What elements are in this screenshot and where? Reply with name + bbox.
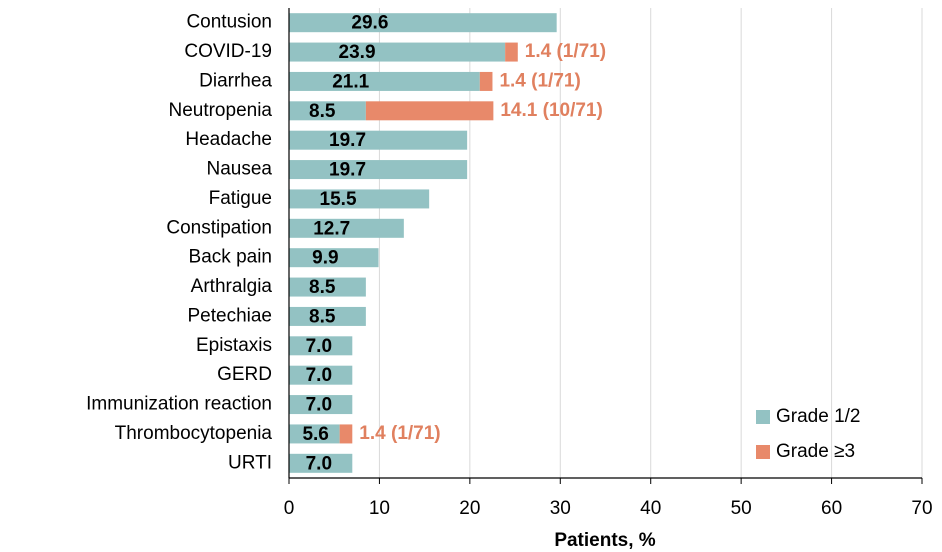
bar: [289, 218, 404, 238]
y-tick-label: Fatigue: [209, 188, 272, 209]
bar: [365, 101, 494, 121]
bar: [289, 13, 557, 33]
value-label: 12.7: [313, 218, 350, 239]
value-label: 15.5: [320, 189, 357, 210]
bar: [289, 130, 468, 150]
y-tick-label: Headache: [185, 129, 272, 150]
legend-label: Grade ≥3: [776, 441, 855, 462]
value-label: 19.7: [329, 160, 366, 181]
y-tick-label: GERD: [217, 364, 272, 385]
y-tick-label: Petechiae: [187, 305, 272, 326]
bar: [289, 395, 353, 415]
y-tick-label: Contusion: [186, 12, 272, 33]
value-label: 9.9: [312, 248, 338, 269]
x-tick-label: 0: [284, 498, 295, 519]
value-label: 8.5: [309, 101, 336, 122]
bar: [289, 248, 379, 268]
y-tick-label: Arthralgia: [191, 276, 273, 297]
bar: [289, 101, 366, 121]
value-label: 7.0: [306, 365, 332, 386]
x-tick-label: 60: [821, 498, 842, 519]
value-label: 14.1 (10/71): [500, 100, 602, 121]
y-tick-label: Back pain: [189, 247, 272, 268]
bar: [289, 453, 353, 473]
x-tick-label: 40: [640, 498, 661, 519]
value-label: 23.9: [339, 42, 376, 63]
y-tick-label: Neutropenia: [168, 100, 272, 121]
y-tick-label: COVID-19: [184, 41, 272, 62]
value-label: 1.4 (1/71): [499, 70, 580, 91]
value-label: 5.6: [302, 424, 328, 445]
x-tick-label: 70: [911, 498, 932, 519]
x-tick-label: 10: [369, 498, 390, 519]
value-label: 1.4 (1/71): [359, 423, 440, 444]
value-label: 8.5: [309, 306, 336, 327]
bar: [289, 42, 506, 62]
bar: [289, 336, 353, 356]
value-label: 21.1: [332, 71, 369, 92]
value-label: 8.5: [309, 277, 336, 298]
y-tick-label: Diarrhea: [199, 70, 272, 91]
bar: [289, 306, 366, 326]
y-tick-label: Constipation: [166, 217, 272, 238]
bar: [289, 424, 340, 444]
value-label: 7.0: [306, 453, 332, 474]
bar: [505, 42, 518, 62]
bar: [289, 277, 366, 297]
value-label: 7.0: [306, 336, 332, 357]
y-tick-label: Thrombocytopenia: [115, 423, 273, 444]
bar: [289, 189, 430, 209]
legend-label: Grade 1/2: [776, 406, 861, 427]
bar: [339, 424, 353, 444]
y-tick-label: Immunization reaction: [86, 394, 272, 415]
x-tick-label: 50: [731, 498, 752, 519]
bar: [289, 365, 353, 385]
bar: [289, 71, 480, 91]
y-tick-label: URTI: [228, 452, 272, 473]
x-tick-label: 30: [550, 498, 571, 519]
value-label: 7.0: [306, 395, 332, 416]
y-tick-label: Nausea: [207, 159, 273, 180]
legend-swatch: [756, 410, 770, 424]
value-label: 19.7: [329, 130, 366, 151]
legend-swatch: [756, 445, 770, 459]
value-label: 29.6: [351, 13, 388, 34]
x-axis-label: Patients, %: [554, 530, 655, 551]
value-label: 1.4 (1/71): [525, 41, 606, 62]
x-tick-label: 20: [459, 498, 480, 519]
bar: [479, 71, 493, 91]
bar: [289, 160, 468, 180]
y-tick-label: Epistaxis: [196, 335, 272, 356]
